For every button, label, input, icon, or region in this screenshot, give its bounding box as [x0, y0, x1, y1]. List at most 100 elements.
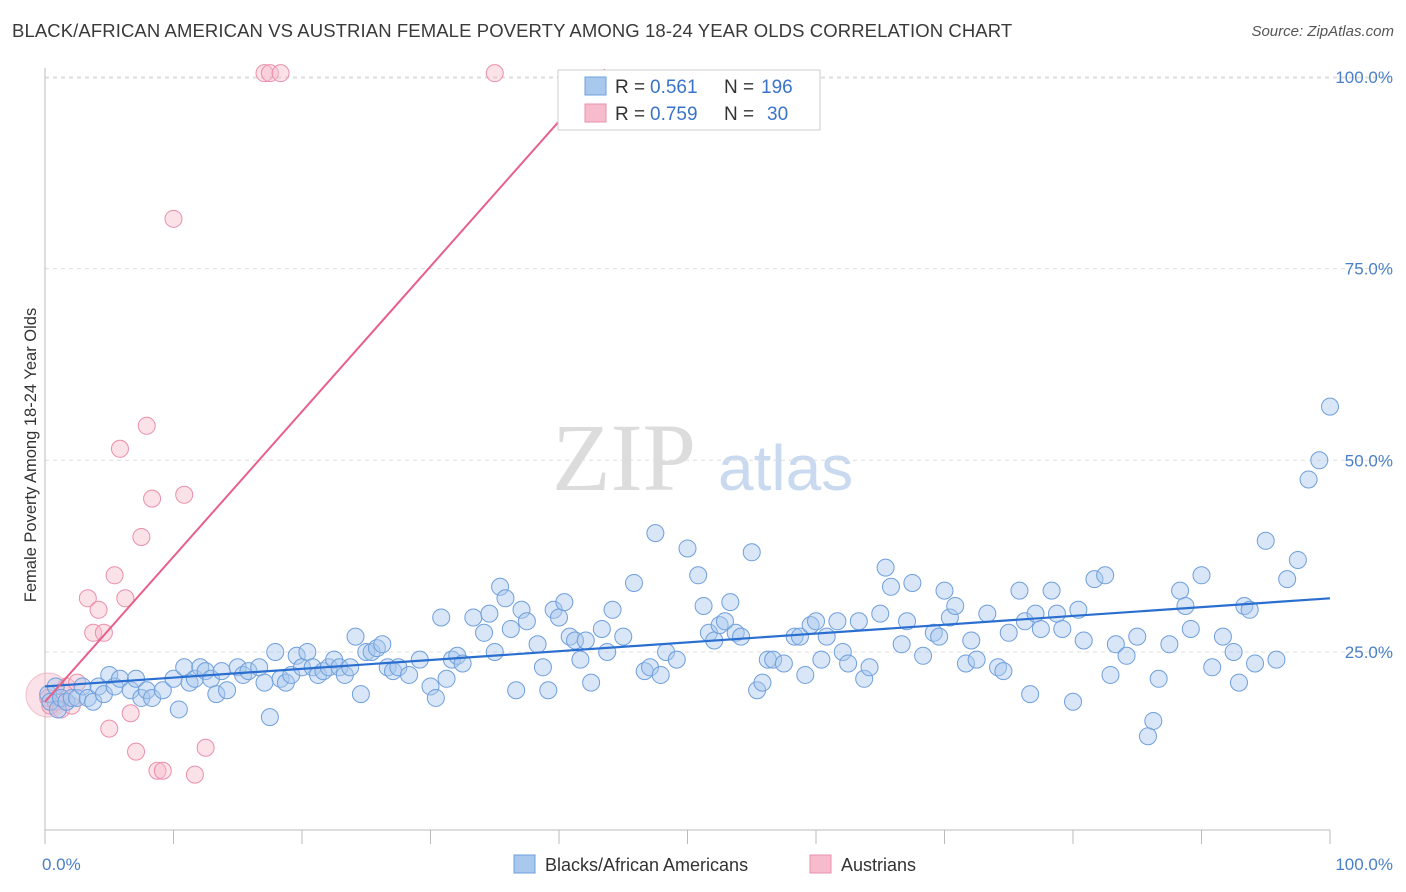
blacks-point — [453, 654, 472, 673]
austrians-point — [89, 600, 108, 619]
blacks-point — [517, 612, 536, 631]
blacks-point — [956, 654, 975, 673]
blacks-point — [437, 669, 456, 688]
blacks-point — [817, 627, 836, 646]
blacks-point — [1064, 692, 1082, 711]
blacks-point — [512, 600, 531, 619]
blacks-point — [694, 596, 713, 615]
blacks-point — [978, 604, 997, 623]
blacks-point — [1010, 581, 1029, 600]
blacks-point — [860, 658, 879, 677]
blacks-point — [1031, 619, 1050, 638]
blacks-point — [94, 685, 113, 704]
austrians-point — [175, 485, 194, 504]
series-legend-pink-label: Austrians — [841, 855, 916, 875]
legend-n-label-pink: N = — [724, 104, 754, 125]
blacks-point — [1256, 531, 1275, 550]
austrians-point — [105, 566, 124, 585]
blacks-point — [341, 658, 360, 677]
blacks-point — [528, 635, 547, 654]
blacks-point — [550, 608, 568, 627]
blacks-point — [1106, 635, 1125, 654]
legend-pink-swatch — [584, 103, 607, 123]
y-tick-label: 75.0% — [1345, 260, 1393, 279]
blacks-point — [962, 631, 981, 650]
blacks-point — [898, 612, 917, 631]
y-tick-label: 25.0% — [1345, 643, 1393, 662]
blacks-point — [1047, 604, 1066, 623]
blacks-point — [855, 669, 874, 688]
blacks-point — [624, 573, 643, 592]
austrians-point — [132, 527, 151, 546]
blacks-point — [839, 654, 858, 673]
blacks-point — [592, 619, 611, 638]
blacks-point — [946, 596, 965, 615]
blacks-point — [1299, 470, 1318, 489]
blacks-point — [715, 612, 734, 631]
blacks-point — [614, 627, 633, 646]
blacks-point — [73, 677, 92, 696]
blacks-point — [143, 688, 162, 707]
blacks-point — [1160, 635, 1179, 654]
blacks-point — [1240, 600, 1259, 619]
blacks-point — [1138, 727, 1157, 746]
austrians-point — [143, 489, 162, 508]
blacks-point — [1149, 669, 1168, 688]
blacks-point — [721, 593, 740, 612]
austrians-point — [153, 761, 172, 780]
blacks-point — [485, 642, 504, 661]
blacks-point — [689, 566, 708, 585]
blacks-point — [1069, 600, 1088, 619]
legend-n-value-blue: 196 — [761, 77, 793, 98]
blacks-point — [351, 685, 370, 704]
austrians-point — [164, 209, 183, 228]
blacks-point — [266, 642, 285, 661]
legend-blue-swatch — [584, 76, 607, 96]
blacks-point — [1267, 650, 1286, 669]
blacks-point — [930, 627, 949, 646]
blacks-point — [555, 593, 574, 612]
austrians-point — [94, 623, 113, 642]
blacks-point — [732, 627, 751, 646]
blacks-point — [641, 658, 660, 677]
blacks-point — [903, 573, 922, 592]
blacks-point — [796, 665, 815, 684]
blacks-point — [999, 623, 1018, 642]
blacks-point — [935, 581, 954, 600]
blacks-point — [533, 658, 552, 677]
blacks-point — [480, 604, 499, 623]
blacks-point — [871, 604, 890, 623]
blacks-point — [678, 539, 697, 558]
y-tick-label: 100.0% — [1335, 68, 1393, 87]
blacks-point — [994, 662, 1013, 681]
blacks-point — [753, 673, 772, 692]
blacks-point — [539, 681, 558, 700]
blacks-point — [260, 708, 279, 727]
blacks-point — [828, 612, 847, 631]
blacks-point — [1224, 642, 1243, 661]
austrians-point — [127, 742, 146, 761]
austrians-regression-line — [44, 68, 606, 703]
blacks-point — [1042, 581, 1061, 600]
y-tick-label: 50.0% — [1345, 451, 1393, 470]
blacks-point — [742, 543, 761, 562]
blacks-point — [1278, 570, 1297, 589]
blacks-point — [287, 646, 306, 665]
blacks-point — [357, 642, 376, 661]
blacks-points — [39, 397, 1339, 746]
blacks-point — [373, 635, 392, 654]
blacks-regression-line — [44, 597, 1331, 688]
blacks-point — [1074, 631, 1093, 650]
legend-r-label-blue: R = — [615, 77, 645, 98]
grid — [45, 76, 1390, 653]
blacks-point — [603, 600, 622, 619]
legend-r-value-blue: 0.561 — [650, 77, 698, 98]
blacks-point — [1101, 665, 1120, 684]
blacks-point — [432, 608, 451, 627]
blacks-point — [1021, 685, 1040, 704]
blacks-point — [1246, 654, 1265, 673]
blacks-point — [212, 662, 231, 681]
blacks-point — [1128, 627, 1147, 646]
austrians-point — [121, 704, 140, 723]
